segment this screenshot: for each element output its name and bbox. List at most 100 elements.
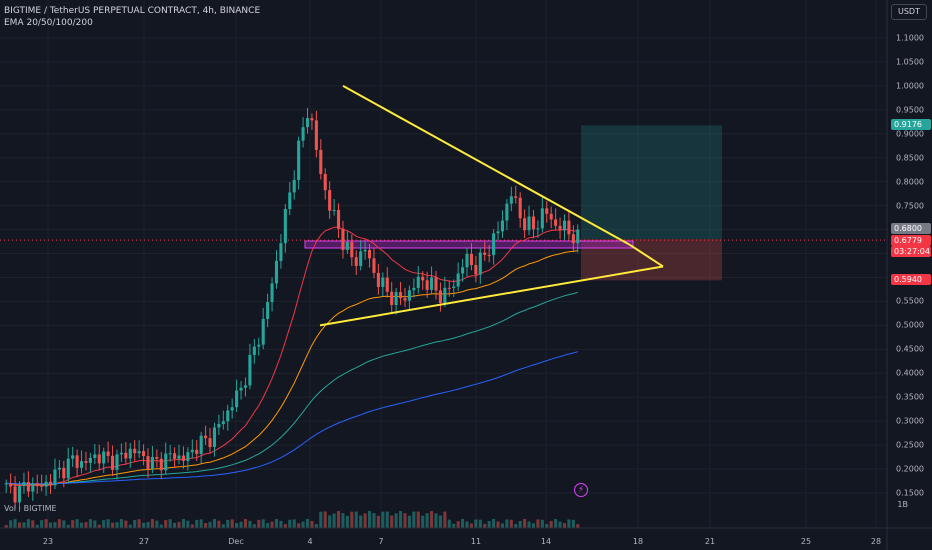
ema-200-line [6,351,578,485]
target-price-tag: 0.9176 [891,119,931,131]
candle-body [283,209,287,244]
candle-body [230,407,234,411]
volume-bar [142,522,146,528]
time-tick-label: 21 [704,537,716,546]
volume-bar [474,519,478,528]
candle-body [416,276,420,288]
candle-body [48,481,53,486]
candle-body [181,455,185,461]
candle-body [133,448,137,454]
candle-body [403,298,407,301]
candle-body [554,219,558,226]
volume-bar [84,522,88,528]
candle-body [235,390,239,408]
indicator-label[interactable]: EMA 20/50/100/200 [4,18,93,28]
volume-bar [31,520,35,528]
volume-scale-label: 1B [897,500,908,509]
volume-bar [40,520,44,528]
candle-body [146,456,150,470]
triangle-apex-line [629,244,664,268]
volume-bar [332,513,336,528]
candle-body [79,461,84,468]
volume-bar [323,511,327,528]
candle-body [381,277,385,287]
candle-body [9,483,13,487]
volume-bar [399,511,403,528]
volume-bar [523,519,527,528]
volume-bar [79,522,84,528]
candle-body [288,192,292,210]
volume-bar [531,523,536,528]
candle-body [483,252,487,255]
candle-body [257,344,261,347]
volume-bar [341,513,345,528]
candle-body [173,453,177,459]
candle-body [319,149,323,174]
candle-body [359,251,363,266]
candle-body [102,451,106,464]
volume-bar [208,521,212,528]
volume-bar [558,521,562,528]
candle-body [345,242,349,250]
volume-bar [336,511,341,528]
volume-bar [394,513,398,528]
time-tick-label: 23 [42,537,54,546]
volume-bar [363,513,367,528]
time-tick-label: 4 [307,537,313,546]
volume-bar [266,523,270,528]
candle-body [75,455,79,468]
volume-bar [288,519,292,528]
candle-body [407,290,411,301]
price-tick-label: 0.3000 [896,416,924,426]
candle-body [84,461,88,463]
candle-body [137,451,141,454]
volume-bar [35,524,39,528]
volume-bar [181,519,185,528]
volume-bar [509,519,513,528]
volume-bar [243,519,248,528]
volume-bar [248,520,252,528]
volume-bar [554,519,558,528]
symbol-title[interactable]: BIGTIME / TetherUS PERPETUAL CONTRACT, 4… [4,6,261,16]
candle-body [434,277,438,291]
entry-price-tag: 0.6800 [891,223,931,235]
flash-icon[interactable]: ⚡ [574,483,588,497]
candle-body [421,276,425,281]
candle-body [540,208,544,229]
candle-body [239,387,243,391]
volume-bar [115,522,119,528]
currency-button[interactable]: USDT [891,4,927,20]
volume-bar [155,520,159,528]
volume-bar [13,519,17,528]
time-tick-label: 18 [632,537,644,546]
candlesticks [4,107,580,512]
candle-body [150,456,154,470]
candle-body [88,457,92,463]
candle-body [111,455,115,470]
candle-body [305,118,310,128]
candle-body [261,318,265,345]
volume-label[interactable]: Vol · BIGTIME [4,504,57,513]
candle-body [412,287,416,291]
candle-body [328,190,332,211]
candle-body [478,252,482,275]
candle-body [469,253,473,265]
volume-bar [221,524,225,528]
price-tick-label: 0.4500 [896,344,924,354]
time-tick-label: 7 [378,537,384,546]
triangle-drawing[interactable] [319,85,664,327]
volume-bar [88,519,92,528]
volume-bar [359,515,363,528]
candle-body [199,435,203,455]
volume-bar [527,521,531,528]
price-tick-label: 0.9000 [896,129,924,139]
candle-body [443,287,447,304]
candle-body [243,385,248,388]
volume-bar [385,511,389,528]
price-tick-label: 0.2000 [896,464,924,474]
ema-50-line [6,250,578,486]
volume-bar [159,524,163,528]
grid-lines [0,0,887,528]
candle-body [576,229,580,244]
